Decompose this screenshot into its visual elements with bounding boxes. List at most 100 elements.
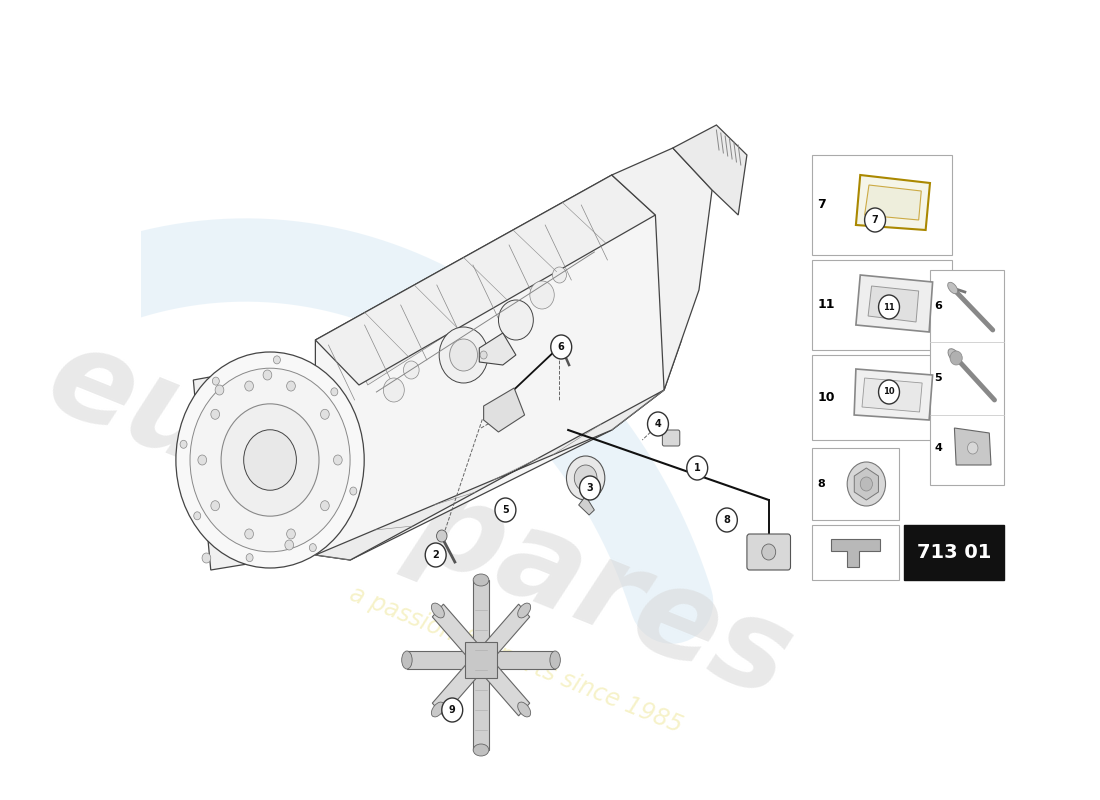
Bar — [930, 270, 1004, 485]
Text: 6: 6 — [934, 301, 943, 311]
Circle shape — [551, 335, 572, 359]
Bar — [812, 260, 952, 350]
Bar — [904, 525, 1004, 580]
Text: 7: 7 — [817, 198, 826, 211]
Circle shape — [450, 339, 477, 371]
Circle shape — [426, 543, 447, 567]
Text: 4: 4 — [934, 443, 943, 453]
Circle shape — [309, 544, 317, 552]
Text: 11: 11 — [883, 302, 895, 311]
Ellipse shape — [431, 603, 444, 618]
Text: 6: 6 — [558, 342, 564, 352]
Circle shape — [350, 487, 356, 495]
Text: 10: 10 — [817, 391, 835, 404]
Circle shape — [847, 462, 886, 506]
Polygon shape — [868, 286, 918, 322]
Ellipse shape — [518, 702, 530, 717]
Polygon shape — [350, 195, 612, 385]
Circle shape — [244, 430, 296, 490]
Circle shape — [244, 381, 253, 391]
FancyBboxPatch shape — [662, 430, 680, 446]
Text: 713 01: 713 01 — [916, 543, 991, 562]
Text: 1: 1 — [694, 463, 701, 473]
Circle shape — [320, 410, 329, 419]
Circle shape — [244, 529, 253, 539]
Circle shape — [439, 327, 488, 383]
Circle shape — [879, 295, 900, 319]
Polygon shape — [579, 496, 594, 515]
Polygon shape — [480, 333, 516, 365]
Circle shape — [761, 544, 776, 560]
Polygon shape — [432, 604, 530, 716]
Text: a passion for parts since 1985: a passion for parts since 1985 — [346, 582, 685, 738]
Polygon shape — [856, 275, 933, 332]
Bar — [465, 642, 497, 678]
Circle shape — [287, 381, 296, 391]
Circle shape — [498, 300, 534, 340]
Polygon shape — [856, 175, 930, 230]
Circle shape — [437, 530, 447, 542]
Circle shape — [274, 356, 280, 364]
Circle shape — [320, 501, 329, 510]
Text: 8: 8 — [817, 479, 825, 489]
Circle shape — [879, 380, 900, 404]
Circle shape — [216, 385, 223, 395]
Circle shape — [212, 377, 219, 385]
Text: 3: 3 — [586, 483, 593, 493]
Ellipse shape — [473, 744, 488, 756]
Circle shape — [950, 351, 962, 365]
Circle shape — [580, 476, 601, 500]
Circle shape — [574, 465, 597, 491]
Ellipse shape — [473, 574, 488, 586]
Circle shape — [198, 455, 207, 465]
Circle shape — [865, 208, 886, 232]
Polygon shape — [194, 365, 302, 570]
Polygon shape — [484, 388, 525, 432]
Circle shape — [221, 404, 319, 516]
Circle shape — [176, 352, 364, 568]
Polygon shape — [316, 175, 682, 560]
Circle shape — [333, 455, 342, 465]
Circle shape — [285, 540, 294, 550]
Text: 9: 9 — [449, 705, 455, 715]
Circle shape — [686, 456, 707, 480]
Polygon shape — [862, 378, 922, 412]
Text: 10: 10 — [883, 387, 894, 397]
Text: 5: 5 — [502, 505, 509, 515]
Polygon shape — [855, 369, 933, 420]
Polygon shape — [316, 175, 656, 385]
Circle shape — [648, 412, 669, 436]
Circle shape — [480, 351, 487, 359]
Text: 11: 11 — [817, 298, 835, 311]
Polygon shape — [865, 185, 922, 220]
Polygon shape — [407, 651, 556, 669]
Circle shape — [190, 368, 350, 552]
Ellipse shape — [431, 702, 444, 717]
FancyBboxPatch shape — [747, 534, 791, 570]
Circle shape — [246, 554, 253, 562]
Circle shape — [384, 378, 405, 402]
Polygon shape — [432, 604, 530, 716]
Polygon shape — [473, 580, 488, 750]
Circle shape — [194, 512, 200, 520]
Text: 4: 4 — [654, 419, 661, 429]
Circle shape — [556, 337, 564, 347]
Circle shape — [263, 370, 272, 380]
Circle shape — [716, 508, 737, 532]
Circle shape — [442, 698, 463, 722]
Circle shape — [860, 477, 872, 491]
Polygon shape — [316, 390, 664, 560]
Polygon shape — [955, 428, 991, 465]
Bar — [812, 525, 900, 580]
Text: 7: 7 — [871, 215, 879, 225]
Bar — [812, 155, 952, 255]
Bar — [812, 355, 952, 440]
Circle shape — [211, 410, 220, 419]
Circle shape — [566, 456, 605, 500]
Circle shape — [404, 361, 419, 379]
Polygon shape — [855, 468, 879, 500]
Circle shape — [180, 440, 187, 448]
Circle shape — [331, 388, 338, 396]
Text: 8: 8 — [724, 515, 730, 525]
Circle shape — [495, 498, 516, 522]
